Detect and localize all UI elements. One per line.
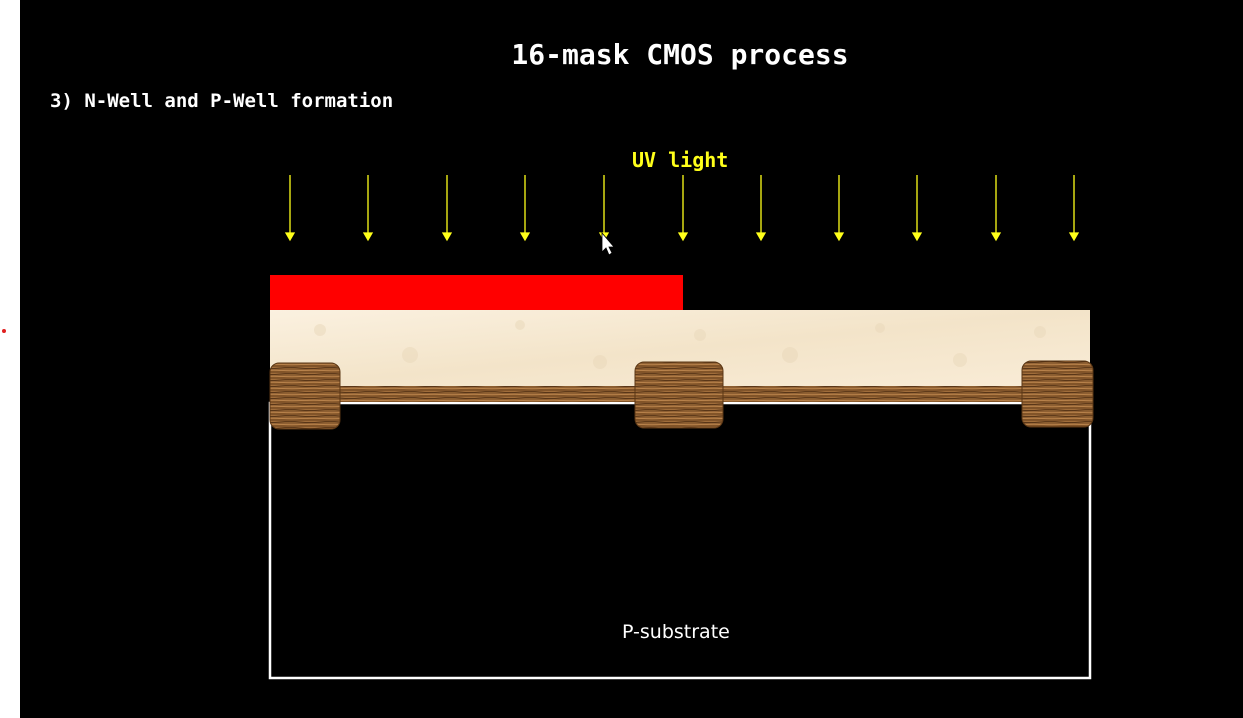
uv-light-label: UV light <box>632 148 729 172</box>
field-oxide-left <box>269 362 341 430</box>
mouse-cursor-icon <box>601 231 615 256</box>
p-substrate-label: P-substrate <box>622 621 730 643</box>
uv-arrow <box>441 175 453 242</box>
uv-arrow <box>833 175 845 242</box>
uv-arrow <box>284 175 296 242</box>
field-oxide-right <box>1021 360 1094 428</box>
uv-arrow <box>598 175 610 242</box>
uv-arrow <box>911 175 923 242</box>
uv-arrow <box>519 175 531 242</box>
field-oxide-middle <box>634 361 724 429</box>
uv-arrow <box>755 175 767 242</box>
step-heading: 3) N-Well and P-Well formation <box>50 90 394 112</box>
uv-arrow <box>990 175 1002 242</box>
oxide-texture <box>314 320 1046 369</box>
uv-arrow <box>362 175 374 242</box>
uv-arrow <box>1068 175 1080 242</box>
slide-title: 16-mask CMOS process <box>511 38 849 71</box>
marker-dot <box>2 329 6 333</box>
uv-arrows <box>284 175 1080 242</box>
mask-red <box>270 275 683 310</box>
uv-arrow <box>677 175 689 242</box>
